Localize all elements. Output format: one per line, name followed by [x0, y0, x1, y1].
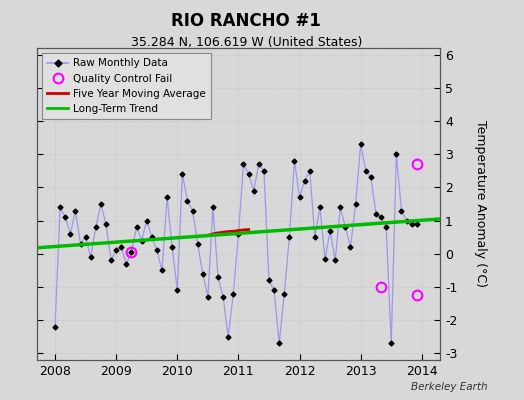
Text: RIO RANCHO #1: RIO RANCHO #1 [171, 12, 321, 30]
Text: 35.284 N, 106.619 W (United States): 35.284 N, 106.619 W (United States) [130, 36, 362, 49]
Legend: Raw Monthly Data, Quality Control Fail, Five Year Moving Average, Long-Term Tren: Raw Monthly Data, Quality Control Fail, … [42, 53, 211, 119]
Y-axis label: Temperature Anomaly (°C): Temperature Anomaly (°C) [474, 120, 487, 288]
Text: Berkeley Earth: Berkeley Earth [411, 382, 487, 392]
